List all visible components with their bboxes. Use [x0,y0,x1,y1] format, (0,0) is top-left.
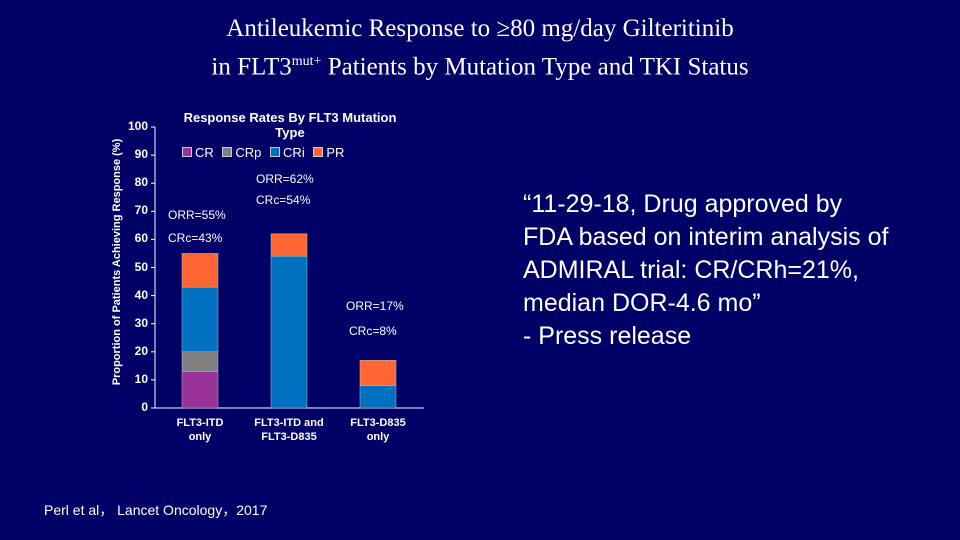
bar-cri-2 [270,256,308,409]
chart-title: Response Rates By FLT3 Mutation Type [183,110,397,140]
legend-swatch-cr [182,147,192,157]
legend-label-cr: CR [195,145,214,160]
legend-item-cri: CRi [270,145,305,160]
y-tick-label: 10 [134,371,148,386]
y-tick-label: 20 [134,343,148,358]
annotation-orr: ORR=55% [168,208,226,222]
legend-swatch-cri [270,147,281,157]
legend-item-cr: CR [182,145,214,160]
annotation-orr: ORR=17% [346,299,404,313]
press-release-quote: “11-29-18, Drug approved by FDA based on… [523,188,943,353]
legend-item-pr: PR [313,145,344,160]
bar-cri-1 [181,286,219,353]
y-tick-label: 100 [127,119,148,133]
title-line-2-start: in FLT3 [211,53,292,81]
y-tick-label: 70 [134,203,148,218]
x-tick-label: FLT3-D835 only [350,417,406,443]
annotation-crc: CRc=8% [349,324,397,338]
y-tick-label: 40 [134,287,148,302]
legend-item-crp: CRp [222,145,261,160]
x-tick-label: FLT3-ITD and FLT3-D835 [254,417,324,443]
quote-line: - Press release [523,322,692,350]
citation: Perl et al， Lancet Oncology，2017 [44,502,268,518]
quote-line: median DOR-4.6 mo” [523,289,761,317]
bar-pr-2 [270,233,308,257]
y-tick-label: 30 [134,315,148,330]
annotation-crc: CRc=54% [256,193,311,207]
y-tick-label: 90 [134,147,148,162]
y-tick-label: 50 [134,259,148,274]
annotation-orr: ORR=62% [256,172,314,186]
chart-legend: CR CRp CRi PR [182,145,349,160]
bar-crp-1 [181,351,219,372]
title-superscript: mut+ [291,54,322,69]
quote-line: FDA based on interim analysis of [523,223,889,251]
slide-title-line-1: Antileukemic Response to ≥80 mg/day Gilt… [226,15,734,42]
legend-swatch-pr [313,147,324,157]
quote-line: ADMIRAL trial: CR/CRh=21%, [523,256,859,284]
legend-label-cri: CRi [283,145,305,160]
bar-cr-1 [181,371,219,409]
quote-line: “11-29-18, Drug approved by [523,190,843,218]
x-tick-label: FLT3-ITD only [176,417,224,443]
bar-cri-3 [359,385,397,409]
bar-pr-3 [359,359,397,386]
bar-pr-1 [181,253,219,288]
y-tick-label: 80 [134,175,148,190]
y-tick-label: 0 [141,400,148,414]
legend-label-pr: PR [326,145,345,160]
title-line-2-end: Patients by Mutation Type and TKI Status [321,53,749,81]
annotation-crc: CRc=43% [168,231,223,245]
y-tick-label: 60 [134,231,148,246]
legend-label-crp: CRp [235,145,262,160]
slide-title: Antileukemic Response to ≥80 mg/day Gilt… [0,12,960,83]
legend-swatch-crp [222,147,233,157]
slide-title-line-2: in FLT3mut+ Patients by Mutation Type an… [0,45,960,83]
